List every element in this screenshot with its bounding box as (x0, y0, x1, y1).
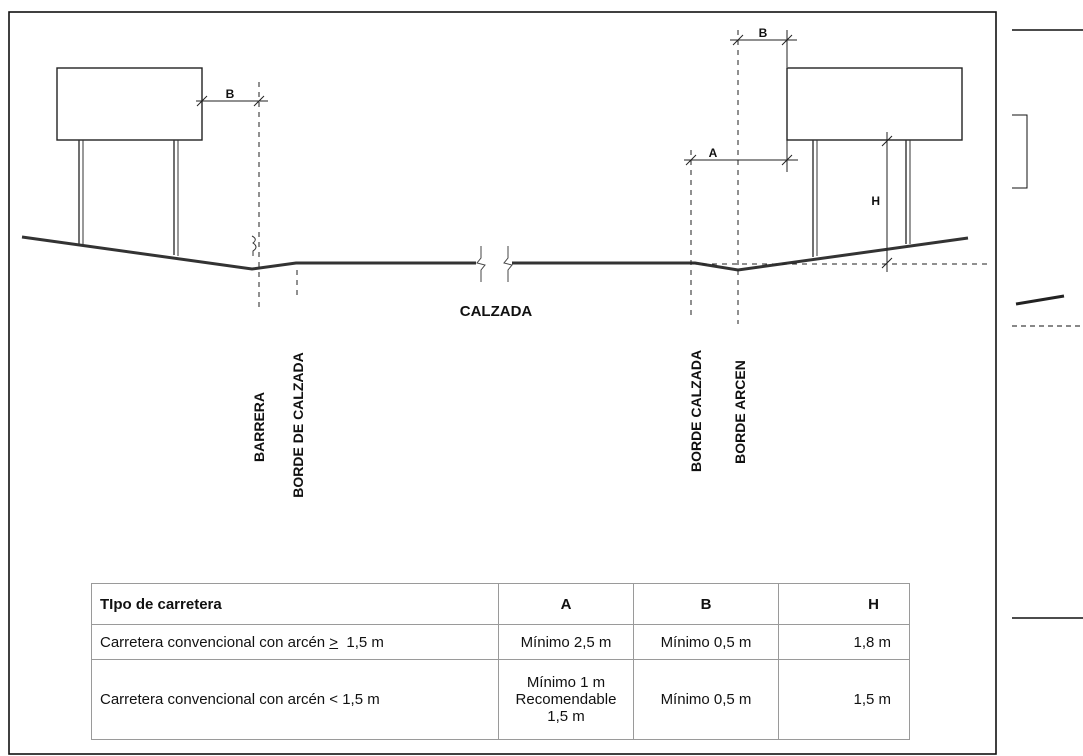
header-a: A (498, 583, 634, 625)
adjacent-drawing-fragments (1012, 29, 1083, 619)
road-profile (21, 235, 969, 282)
dim-label-a: A (709, 146, 718, 160)
cell-tipo-end: 1,5 m (338, 633, 384, 651)
cell-a-line: Recomendable (515, 691, 617, 708)
cell-tipo-text: Carretera convencional con arcén (100, 633, 330, 651)
cell-a-line: Mínimo 1 m (526, 674, 606, 691)
cell-tipo: Carretera convencional con arcén < 1,5 m (91, 659, 499, 740)
dimension-b-left: B (196, 87, 268, 107)
cell-b: Mínimo 0,5 m (633, 624, 779, 660)
dimension-b-right: B (730, 26, 797, 67)
cell-a: Mínimo 1 m Recomendable 1,5 m (498, 659, 634, 740)
label-borde-arcen: BORDE ARCEN (732, 360, 748, 464)
left-sign (56, 67, 203, 256)
table-row: Carretera convencional con arcén < 1,5 m… (91, 659, 910, 740)
cell-h: 1,8 m (778, 624, 910, 660)
table-header-row: TIpo de carretera A B H (91, 583, 910, 625)
label-calzada: CALZADA (460, 303, 533, 320)
dim-label-b-left: B (226, 87, 235, 101)
cell-b: Mínimo 0,5 m (633, 659, 779, 740)
right-sign (786, 67, 963, 257)
reference-lines (258, 30, 990, 324)
header-tipo: TIpo de carretera (91, 583, 499, 625)
cell-h: 1,5 m (778, 659, 910, 740)
cell-a: Mínimo 2,5 m (498, 624, 634, 660)
dim-label-b-right: B (759, 26, 768, 40)
table-row: Carretera convencional con arcén > 1,5 m… (91, 624, 910, 660)
dimension-h: H (871, 132, 893, 272)
clearance-table: TIpo de carretera A B H Carretera conven… (91, 583, 910, 740)
header-b: B (633, 583, 779, 625)
header-h: H (778, 583, 910, 625)
label-borde-de-calzada: BORDE DE CALZADA (290, 352, 306, 497)
barrier-symbol (251, 235, 257, 256)
cell-tipo-symbol: > (329, 633, 339, 651)
drawing-frame (8, 11, 997, 755)
label-barrera: BARRERA (251, 392, 267, 462)
cell-tipo: Carretera convencional con arcén > 1,5 m (91, 624, 499, 660)
dimension-a: A (684, 140, 798, 172)
cell-a-line: 1,5 m (547, 708, 585, 725)
label-borde-calzada: BORDE CALZADA (688, 350, 704, 472)
dim-label-h: H (871, 194, 880, 208)
